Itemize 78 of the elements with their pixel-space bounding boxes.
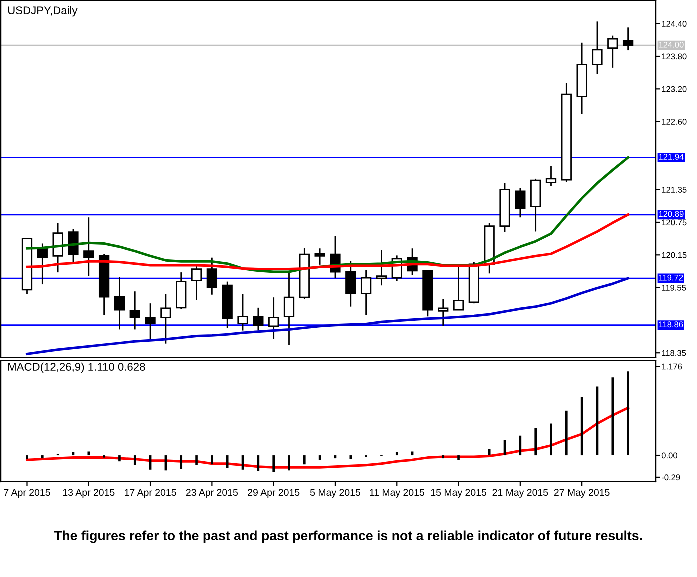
- x-tick-label: 21 May 2015: [492, 489, 548, 498]
- bar: [488, 449, 491, 456]
- x-tick-label: 13 Apr 2015: [63, 489, 115, 498]
- x-tick-label: 15 May 2015: [431, 489, 486, 498]
- ref-line-label: 118.86: [659, 322, 684, 328]
- bar: [288, 456, 290, 471]
- candlestick: [346, 260, 356, 308]
- x-tick-label: 29 Apr 2015: [248, 489, 300, 498]
- candlestick: [145, 302, 156, 342]
- candlestick: [376, 250, 388, 286]
- text: The figures refer to the past and past performance is not a reliable indicator of future results.: [54, 530, 642, 544]
- candlestick: [206, 257, 218, 296]
- candlestick: [160, 294, 172, 345]
- candlestick: [515, 188, 526, 218]
- candlestick: [453, 266, 464, 311]
- chart-title: MACD(12,26,9) 1.110 0.628: [8, 362, 146, 374]
- candlestick: [360, 270, 372, 316]
- candlestick: [253, 307, 264, 332]
- candlestick: [114, 276, 126, 330]
- candlestick: [84, 216, 94, 278]
- bar: [627, 372, 630, 456]
- x-tick-label: 17 Apr 2015: [125, 489, 176, 498]
- candlestick: [68, 228, 79, 263]
- candlestick: [622, 26, 634, 52]
- candlestick: [130, 290, 140, 330]
- bar: [226, 456, 229, 468]
- candlestick: [546, 166, 557, 187]
- bar: [134, 456, 136, 466]
- y-tick-label: 124.40: [662, 21, 687, 27]
- y-tick-label: 119.55: [662, 285, 686, 291]
- x-tick-label: 27 May 2015: [554, 489, 610, 498]
- x-tick-label: 7 Apr 2015: [4, 489, 50, 498]
- line-series: [26, 277, 630, 356]
- y-tick-label: 120.15: [662, 252, 687, 258]
- ref-line-label: 121.94: [659, 154, 684, 160]
- y-tick-label: -0.29: [662, 474, 680, 481]
- bar: [396, 452, 398, 456]
- bar: [566, 410, 568, 456]
- y-tick-label: 0.00: [662, 452, 678, 459]
- bar: [612, 378, 614, 456]
- candlestick: [284, 270, 295, 346]
- bar: [442, 456, 445, 459]
- bar: [88, 452, 90, 456]
- x-tick-label: 11 May 2015: [370, 489, 424, 498]
- bar: [272, 456, 275, 472]
- bar: [180, 456, 183, 470]
- bar: [196, 456, 198, 466]
- y-tick-label: 121.35: [662, 187, 687, 193]
- chart-title: USDJPY,Daily: [8, 6, 78, 17]
- bar: [458, 456, 460, 460]
- bar: [42, 456, 44, 459]
- y-tick-label: 1.176: [662, 364, 682, 370]
- candlestick: [268, 296, 280, 340]
- ref-line-label: 120.89: [659, 211, 684, 218]
- y-tick-label: 122.60: [662, 119, 687, 125]
- bar: [550, 424, 552, 456]
- y-tick-label: 120.75: [662, 220, 687, 226]
- candlestick: [438, 298, 449, 327]
- candlestick: [314, 248, 326, 266]
- candlestick: [592, 20, 603, 76]
- y-tick-label: 123.80: [662, 54, 687, 60]
- y-tick-label: 123.20: [662, 86, 687, 92]
- candlestick: [52, 222, 64, 274]
- line-series: [26, 406, 630, 469]
- ref-line-label: 119.72: [659, 274, 684, 281]
- ref-line-label: 124.00: [659, 42, 684, 48]
- bar: [118, 456, 121, 462]
- candlestick: [238, 294, 248, 332]
- bar: [211, 456, 214, 465]
- candlestick: [608, 35, 618, 69]
- y-tick-label: 118.35: [662, 350, 686, 356]
- bar: [350, 456, 352, 460]
- bar: [304, 456, 306, 465]
- bar: [534, 428, 537, 456]
- x-tick-label: 23 Apr 2015: [186, 489, 238, 498]
- bar: [26, 456, 28, 460]
- candlestick: [191, 264, 202, 302]
- x-tick-label: 5 May 2015: [310, 489, 360, 498]
